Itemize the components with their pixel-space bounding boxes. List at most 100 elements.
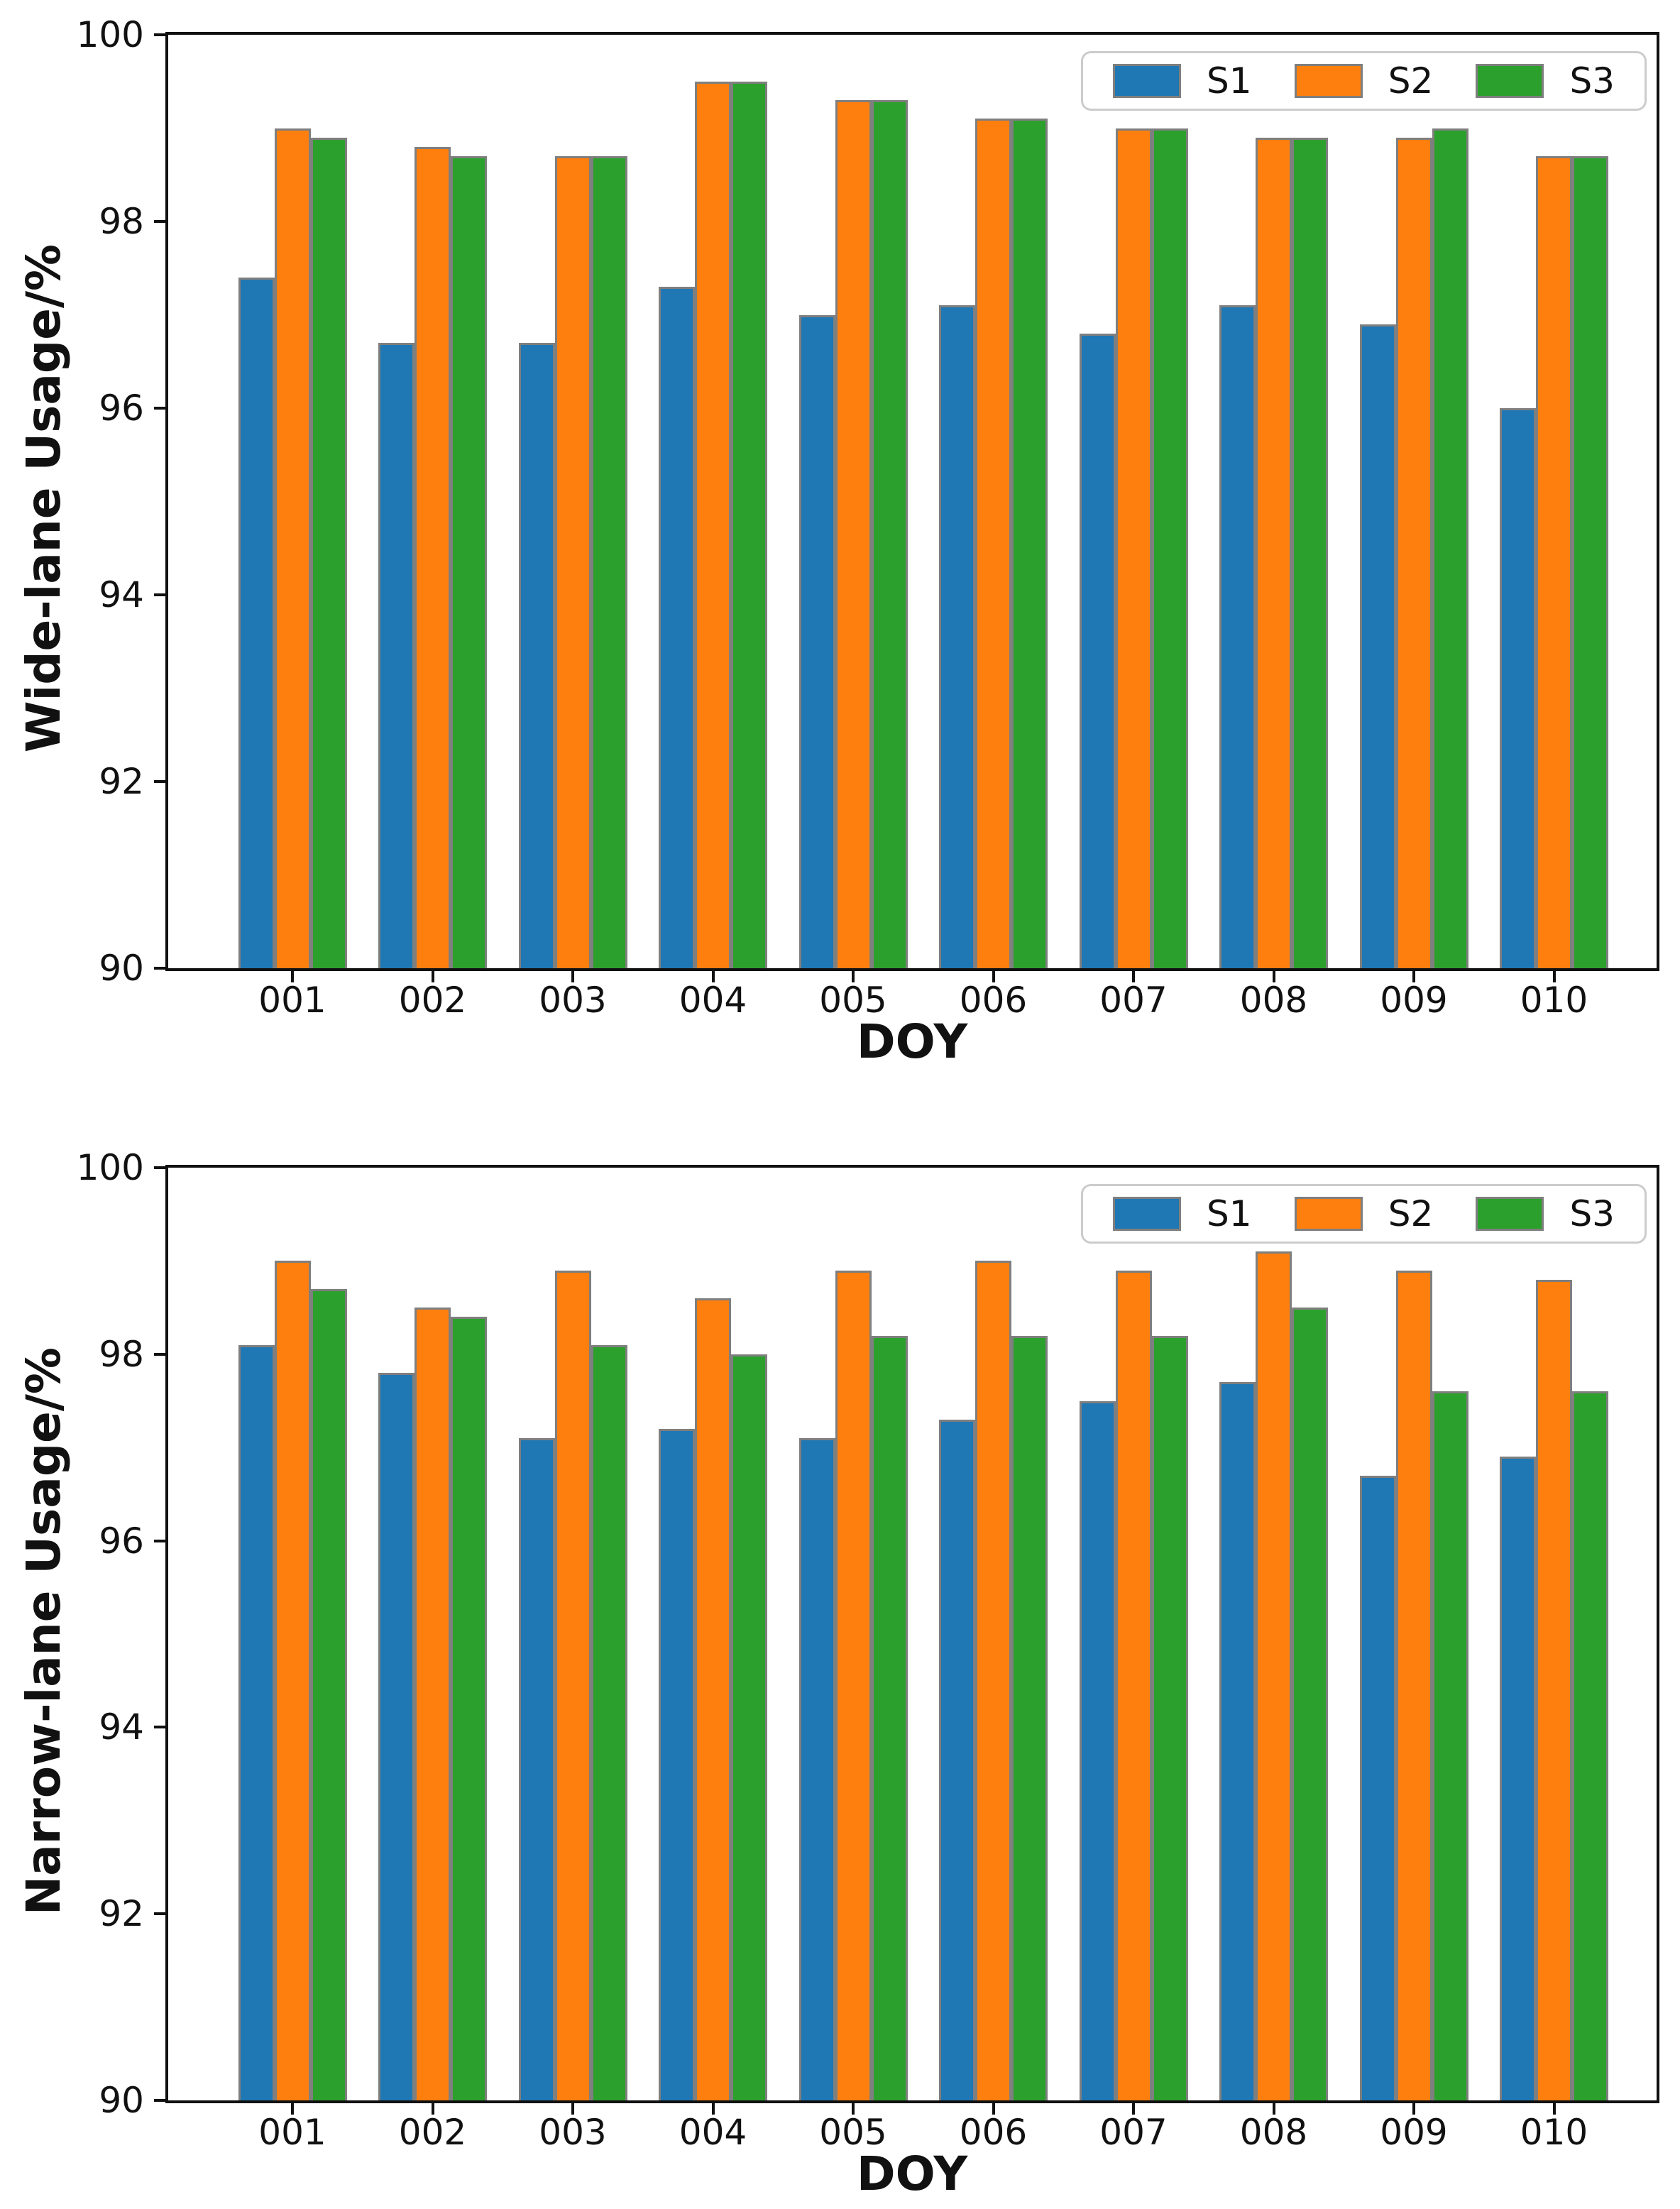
y-tick-label: 96 [99, 1520, 144, 1562]
y-tick [154, 1726, 165, 1729]
x-tick-label-003: 003 [539, 980, 607, 1021]
x-tick-label-010: 010 [1520, 980, 1588, 1021]
x-tick [1132, 2103, 1135, 2115]
bar-s3-008 [1292, 137, 1328, 968]
bar-s2-002 [414, 146, 451, 968]
bar-s2-007 [1115, 1270, 1152, 2100]
bar-s3-001 [310, 1288, 347, 2100]
y-tick [154, 2099, 165, 2102]
x-tick-label-003: 003 [539, 2112, 607, 2153]
bar-s2-009 [1395, 1270, 1432, 2100]
bar-s1-007 [1079, 333, 1116, 968]
x-tick [992, 2103, 995, 2115]
x-tick-label-009: 009 [1380, 980, 1448, 1021]
narrow-lane-plot-area: S1 S2 S3 100 98 96 94 92 90 001 002 003 004 005 006… [77, 1150, 1659, 2150]
bar-s1-008 [1219, 1382, 1256, 2100]
x-tick-label-010: 010 [1520, 2112, 1588, 2153]
x-tick-label-004: 004 [679, 2112, 747, 2153]
x-tick-label-005: 005 [819, 980, 887, 1021]
bar-s2-004 [695, 81, 731, 968]
bar-s3-004 [731, 81, 767, 968]
x-tick-label-002: 002 [398, 980, 467, 1021]
x-tick [1272, 2103, 1275, 2115]
x-axis-title-doy-bottom: DOY [856, 2147, 968, 2201]
bar-s1-005 [798, 1438, 835, 2100]
x-axis-title-doy-top: DOY [856, 1014, 968, 1069]
legend-item-s3: S3 [1476, 1196, 1615, 1232]
legend-item-s3: S3 [1476, 63, 1615, 99]
y-tick-label: 90 [99, 2080, 144, 2121]
bar-s3-007 [1151, 128, 1188, 968]
y-tick [154, 593, 165, 596]
bar-s1-003 [518, 342, 555, 968]
bar-s1-010 [1500, 1457, 1536, 2100]
bar-s2-002 [414, 1308, 451, 2100]
bar-s2-010 [1536, 155, 1572, 968]
x-tick [852, 971, 855, 982]
x-tick-label-005: 005 [819, 2112, 887, 2153]
bar-s3-009 [1432, 1391, 1468, 2100]
y-tick [154, 780, 165, 783]
x-tick-label-007: 007 [1099, 980, 1168, 1021]
x-tick [431, 2103, 434, 2115]
x-tick [1552, 971, 1556, 982]
bar-s2-003 [554, 155, 591, 968]
legend-swatch-s3 [1476, 64, 1544, 98]
bar-s1-003 [518, 1438, 555, 2100]
bar-s1-010 [1500, 408, 1536, 968]
y-tick-label: 98 [99, 201, 144, 242]
bar-s3-005 [871, 100, 908, 968]
x-tick [711, 2103, 715, 2115]
x-tick-label-009: 009 [1380, 2112, 1448, 2153]
y-tick [154, 33, 165, 36]
bar-s2-007 [1115, 128, 1152, 968]
bar-s3-004 [731, 1354, 767, 2100]
legend-label-s1: S1 [1207, 60, 1252, 102]
y-tick [154, 1912, 165, 1916]
y-tick-label: 94 [99, 574, 144, 615]
bar-s1-001 [238, 277, 275, 968]
x-tick [291, 971, 294, 982]
bar-s2-004 [695, 1298, 731, 2100]
y-tick [154, 1352, 165, 1356]
x-tick [992, 971, 995, 982]
x-tick-label-001: 001 [258, 2112, 326, 2153]
y-tick [154, 220, 165, 223]
bar-s3-010 [1572, 1391, 1608, 2100]
bar-s1-009 [1359, 1475, 1396, 2100]
bar-s2-001 [274, 128, 311, 968]
legend-label-s2: S2 [1388, 1193, 1434, 1234]
x-tick [852, 2103, 855, 2115]
legend-item-s1: S1 [1113, 1196, 1252, 1232]
bar-s1-002 [378, 342, 414, 968]
y-axis-title-narrow-lane: Narrow-lane Usage/% [16, 1347, 71, 1916]
bar-s2-001 [274, 1261, 311, 2100]
legend-swatch-s1 [1113, 1197, 1181, 1231]
bar-s3-006 [1011, 119, 1048, 968]
bar-s3-008 [1292, 1308, 1328, 2100]
bar-s3-003 [591, 155, 627, 968]
y-tick [154, 1166, 165, 1169]
legend-label-s3: S3 [1569, 1193, 1615, 1234]
y-tick-label: 92 [99, 1893, 144, 1935]
y-tick-label: 100 [76, 14, 144, 55]
legend-swatch-s2 [1294, 1197, 1363, 1231]
x-tick [1412, 2103, 1415, 2115]
y-tick [154, 407, 165, 410]
bar-s1-006 [939, 305, 975, 968]
bar-s1-009 [1359, 324, 1396, 968]
x-tick-label-001: 001 [258, 980, 326, 1021]
y-tick [154, 1539, 165, 1542]
x-tick [1412, 971, 1415, 982]
x-tick [711, 971, 715, 982]
y-tick-label: 100 [76, 1147, 144, 1188]
y-tick-label: 94 [99, 1706, 144, 1748]
x-tick-label-006: 006 [959, 980, 1028, 1021]
legend-label-s1: S1 [1207, 1193, 1252, 1234]
bar-s3-007 [1151, 1335, 1188, 2100]
bar-s2-005 [835, 100, 872, 968]
x-tick [1132, 971, 1135, 982]
y-tick [154, 967, 165, 970]
x-tick-label-002: 002 [398, 2112, 467, 2153]
